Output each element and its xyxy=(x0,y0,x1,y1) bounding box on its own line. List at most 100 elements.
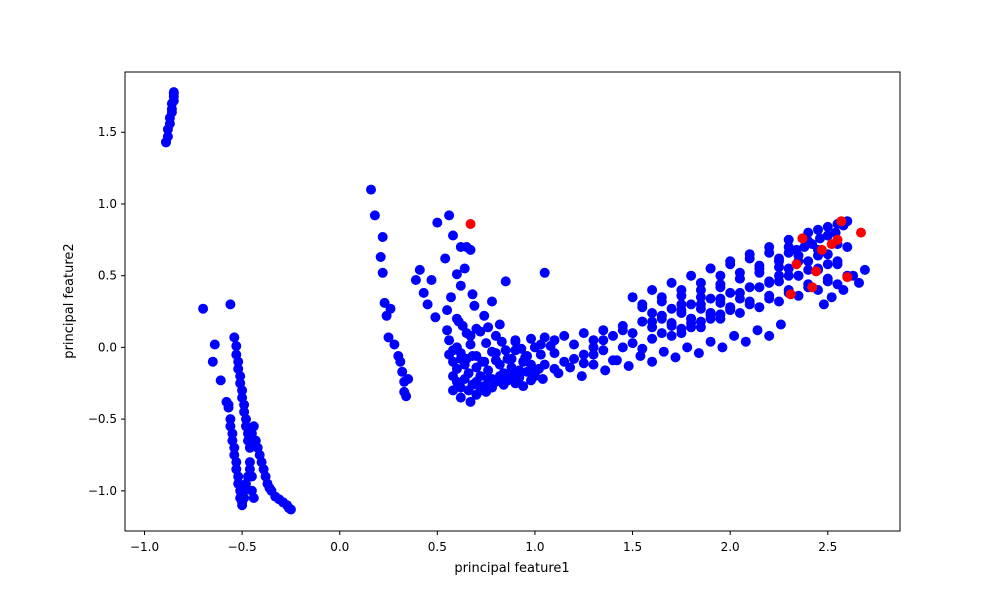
scatter-point xyxy=(744,299,755,310)
scatter-point xyxy=(754,263,765,274)
scatter-point xyxy=(705,336,716,347)
scatter-point xyxy=(854,277,864,288)
scatter-point xyxy=(611,355,622,366)
scatter-point xyxy=(695,277,706,288)
scatter-point xyxy=(774,270,784,281)
scatter-point xyxy=(682,342,693,353)
scatter-point xyxy=(832,256,843,267)
scatter-point xyxy=(818,299,829,310)
scatter-point xyxy=(811,266,822,277)
y-tick-label: 1.5 xyxy=(98,125,117,139)
scatter-point xyxy=(487,346,497,357)
scatter-point xyxy=(479,310,490,321)
scatter-point xyxy=(785,289,796,300)
scatter-point xyxy=(774,296,784,307)
scatter-point xyxy=(623,361,634,371)
scatter-point xyxy=(856,227,866,238)
scatter-point xyxy=(233,471,244,482)
scatter-point xyxy=(647,285,658,295)
scatter-point xyxy=(451,269,462,280)
scatter-point xyxy=(656,296,667,307)
y-tick-label: −0.5 xyxy=(88,412,117,426)
scatter-point xyxy=(539,359,550,370)
scatter-point xyxy=(666,303,677,314)
scatter-point xyxy=(598,345,609,356)
y-tick-label: −1.0 xyxy=(88,484,117,498)
scatter-point xyxy=(686,313,697,324)
scatter-point xyxy=(744,282,755,293)
scatter-point xyxy=(477,356,488,367)
scatter-point xyxy=(754,282,765,293)
scatter-point xyxy=(807,239,818,250)
scatter-point xyxy=(483,322,494,333)
scatter-point xyxy=(764,242,775,252)
scatter-point xyxy=(715,313,726,324)
scatter-point xyxy=(775,319,786,330)
scatter-point xyxy=(448,385,458,396)
scatter-point xyxy=(725,256,736,267)
scatter-point xyxy=(793,270,804,281)
scatter-point xyxy=(783,263,794,274)
scatter-point xyxy=(627,328,638,339)
scatter-point xyxy=(231,341,242,351)
scatter-point xyxy=(366,184,376,195)
scatter-point xyxy=(705,293,716,304)
x-tick-label: 2.0 xyxy=(721,540,740,554)
scatter-point xyxy=(506,353,517,364)
scatter-point xyxy=(481,338,492,349)
scatter-point xyxy=(764,277,775,288)
scatter-point xyxy=(526,333,536,344)
scatter-point xyxy=(465,219,476,229)
scatter-point xyxy=(734,273,745,284)
scatter-point xyxy=(600,365,611,376)
scatter-point xyxy=(432,217,443,228)
scatter-point xyxy=(588,349,599,360)
x-axis-ticks: −1.0 −0.5 0.0 0.5 1.0 1.5 2.0 2.5 xyxy=(130,531,837,554)
scatter-point xyxy=(734,308,745,318)
scatter-point xyxy=(229,442,240,453)
scatter-point xyxy=(506,362,517,373)
scatter-point xyxy=(836,216,847,227)
scatter-point xyxy=(401,391,412,402)
scatter-point xyxy=(514,372,525,383)
scatter-point xyxy=(588,335,599,346)
scatter-point xyxy=(637,316,648,327)
scatter-point xyxy=(695,285,706,295)
scatter-point xyxy=(705,263,716,274)
scatter-point xyxy=(598,335,609,346)
scatter-point xyxy=(239,493,250,503)
scatter-point xyxy=(467,289,478,300)
x-tick-label: 2.5 xyxy=(818,540,837,554)
scatter-point xyxy=(617,325,628,336)
scatter-point xyxy=(797,233,808,244)
scatter-point xyxy=(783,234,794,245)
scatter-point xyxy=(506,369,517,380)
scatter-point xyxy=(490,355,501,366)
scatter-point xyxy=(783,270,794,281)
scatter-point xyxy=(516,343,527,354)
scatter-points xyxy=(161,87,870,515)
series-1-points xyxy=(465,216,866,300)
scatter-point xyxy=(658,346,669,357)
scatter-point xyxy=(842,272,853,283)
x-tick-label: 1.5 xyxy=(623,540,642,554)
scatter-point xyxy=(588,359,599,370)
scatter-point xyxy=(444,210,455,221)
scatter-point xyxy=(483,374,494,384)
scatter-point xyxy=(793,290,804,301)
scatter-point xyxy=(248,493,259,503)
scatter-point xyxy=(670,352,681,363)
scatter-point xyxy=(248,421,259,432)
scatter-point xyxy=(475,326,486,337)
scatter-point xyxy=(744,249,755,260)
scatter-point xyxy=(822,221,833,232)
scatter-point xyxy=(803,256,814,267)
scatter-point xyxy=(774,253,784,264)
scatter-point xyxy=(553,368,564,379)
scatter-point xyxy=(481,386,492,397)
scatter-point xyxy=(715,293,726,304)
scatter-point xyxy=(465,339,476,350)
scatter-point xyxy=(241,414,251,425)
series-0-points xyxy=(161,87,870,515)
scatter-point xyxy=(807,282,818,293)
